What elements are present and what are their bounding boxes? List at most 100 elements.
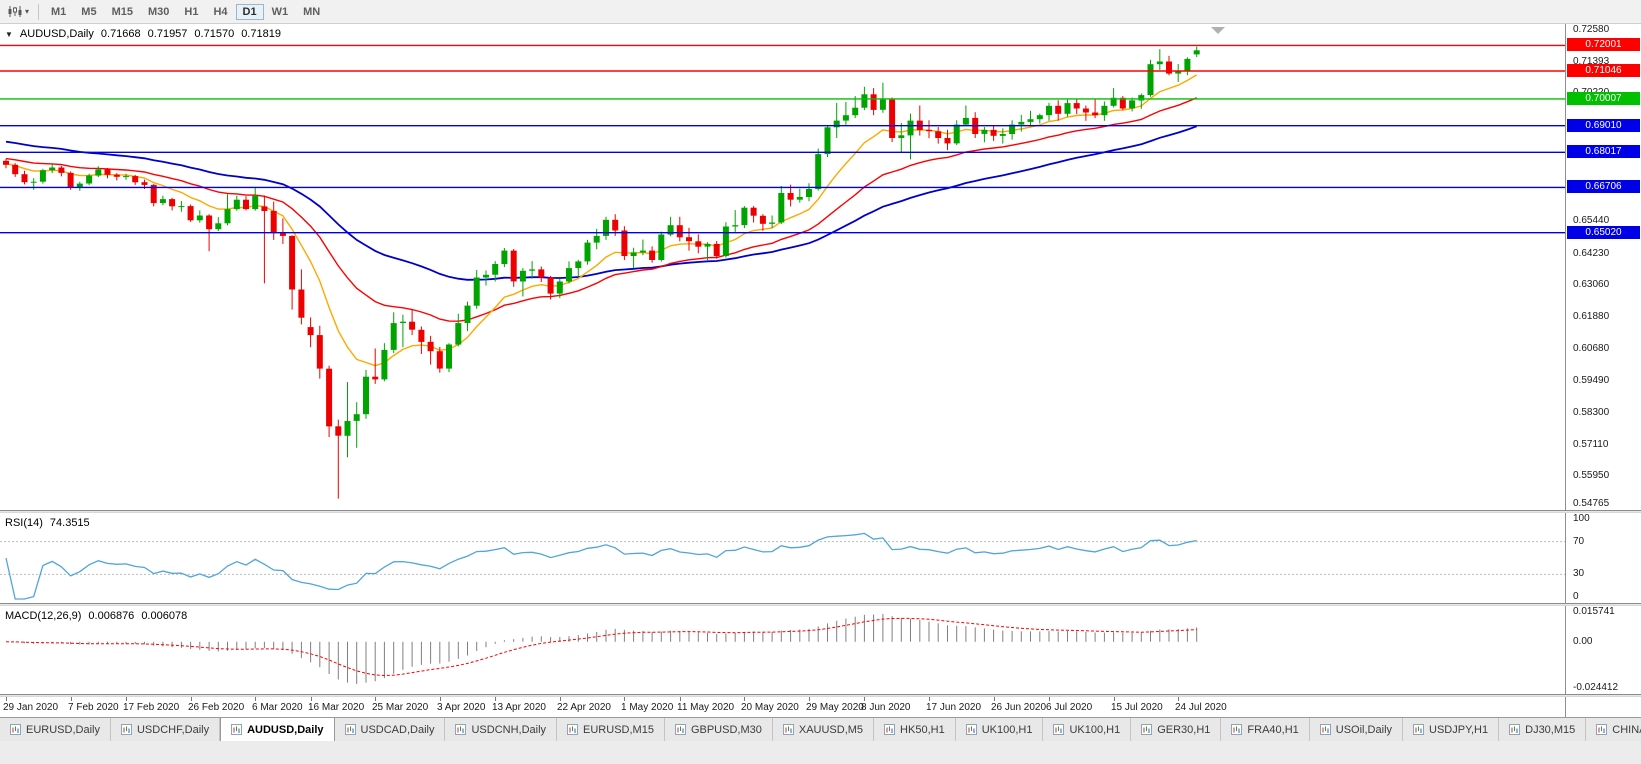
date-tick: [6, 697, 7, 701]
date-tick: [994, 697, 995, 701]
ohlc-open: 0.71668: [100, 28, 141, 40]
macd-panel: MACD(12,26,9) 0.006876 0.006078 0.015741…: [0, 606, 1641, 694]
symbol-tab-label: XAUUSD,M5: [798, 723, 864, 736]
time-axis[interactable]: 29 Jan 2020 7 Feb 2020 17 Feb 2020 26 Feb 2…: [0, 697, 1641, 717]
timeframe-button-h1[interactable]: H1: [177, 4, 205, 20]
symbol-tab-usdchf-daily[interactable]: USDCHF,Daily: [110, 718, 221, 741]
timeframe-button-w1[interactable]: W1: [265, 4, 296, 20]
price-axis-label: 0.61880: [1573, 311, 1610, 322]
date-label: 17 Feb 2020: [123, 702, 180, 713]
date-tick: [255, 697, 256, 701]
date-label: 7 Feb 2020: [68, 702, 119, 713]
macd-axis[interactable]: 0.015741 0.00 -0.024412: [1565, 606, 1641, 694]
macd-axis-label: 0.00: [1573, 636, 1593, 647]
chart-tab-icon: [1231, 724, 1243, 735]
main-chart-svg[interactable]: [0, 24, 1565, 510]
symbol-tab-hk50-h1[interactable]: HK50,H1: [874, 718, 956, 741]
price-axis-label: 0.58300: [1573, 407, 1610, 418]
symbol-tab-label: UK100,H1: [981, 723, 1033, 736]
date-tick: [71, 697, 72, 701]
date-tick: [624, 697, 625, 701]
chart-tab-icon: [344, 724, 356, 735]
symbol-tab-label: CHINA300,H4: [1612, 723, 1641, 736]
symbol-tab-uk100-h1[interactable]: UK100,H1: [955, 718, 1044, 741]
symbol-tab-uk100-h1[interactable]: UK100,H1: [1043, 718, 1132, 741]
macd-chart-svg[interactable]: [0, 606, 1565, 694]
rsi-axis-label: 100: [1573, 513, 1590, 524]
date-label: 11 May 2020: [677, 702, 735, 713]
date-tick: [375, 697, 376, 701]
date-tick: [1178, 697, 1179, 701]
price-line-badge: 0.71046: [1567, 64, 1640, 77]
panel-divider[interactable]: [0, 603, 1641, 606]
macd-header: MACD(12,26,9) 0.006876 0.006078: [5, 610, 187, 622]
symbol-tab-label: USDCNH,Daily: [471, 723, 547, 736]
chart-tab-icon: [884, 724, 896, 735]
chart-tab-icon: [965, 724, 977, 735]
symbol-tab-audusd-daily[interactable]: AUDUSD,Daily: [220, 718, 335, 741]
symbol-tab-eurusd-m15[interactable]: EURUSD,M15: [557, 718, 665, 741]
chart-tab-icon: [1596, 724, 1608, 735]
rsi-chart-svg[interactable]: [0, 513, 1565, 603]
rsi-value: 74.3515: [49, 517, 90, 529]
date-label: 17 Jun 2020: [926, 702, 982, 713]
chevron-down-icon[interactable]: ▾: [25, 7, 30, 16]
symbol-tab-usdcad-daily[interactable]: USDCAD,Daily: [334, 718, 446, 741]
timeframe-button-m1[interactable]: M1: [44, 4, 73, 20]
symbol-tab-ger30-h1[interactable]: GER30,H1: [1131, 718, 1222, 741]
price-axis-label: 0.60680: [1573, 343, 1610, 354]
symbol-tab-usoil-daily[interactable]: USOil,Daily: [1309, 718, 1404, 741]
collapse-indicators-icon[interactable]: ▼: [5, 29, 13, 39]
price-axis-label: 0.55950: [1573, 470, 1610, 481]
date-label: 15 Jul 2020: [1111, 702, 1163, 713]
symbol-tab-label: DJ30,M15: [1525, 723, 1576, 736]
chart-header: ▼ AUDUSD,Daily 0.71668 0.71957 0.71570 0…: [5, 28, 281, 40]
date-tick: [929, 697, 930, 701]
symbol-tab-fra40-h1[interactable]: FRA40,H1: [1221, 718, 1310, 741]
symbol-tab-xauusd-m5[interactable]: XAUUSD,M5: [772, 718, 875, 741]
window-filler: [0, 741, 1641, 764]
symbol-tab-gbpusd-m30[interactable]: GBPUSD,M30: [664, 718, 773, 741]
price-axis-label: 0.71393: [1573, 56, 1610, 67]
symbol-tab-label: USDJPY,H1: [1429, 723, 1489, 736]
macd-main-value: 0.006876: [88, 610, 135, 622]
timeframe-button-d1[interactable]: D1: [235, 3, 264, 20]
price-axis-label: 0.54765: [1573, 498, 1610, 509]
symbol-tab-usdcnh-daily[interactable]: USDCNH,Daily: [445, 718, 558, 741]
toolbar-separator: [38, 3, 40, 20]
timeframe-toolbar: ▾ M1 M5 M15 M30 H1 H4 D1 W1 MN: [0, 0, 1641, 24]
date-tick: [809, 697, 810, 701]
macd-axis-label: -0.024412: [1573, 682, 1619, 693]
price-axis-label: 0.57110: [1573, 439, 1609, 450]
date-label: 25 Mar 2020: [372, 702, 429, 713]
timeframe-button-m30[interactable]: M30: [141, 4, 176, 20]
timeframe-button-m5[interactable]: M5: [74, 4, 103, 20]
price-line-badge: 0.70007: [1567, 92, 1640, 105]
panel-divider[interactable]: [0, 510, 1641, 513]
timeframe-button-h4[interactable]: H4: [206, 4, 234, 20]
date-label: 1 May 2020: [621, 702, 674, 713]
symbol-tab-label: GER30,H1: [1157, 723, 1211, 736]
macd-label: MACD(12,26,9): [5, 610, 82, 622]
chart-tab-icon: [1053, 724, 1065, 735]
panel-divider[interactable]: [0, 694, 1641, 697]
main-price-axis[interactable]: 0.725800.713930.702200.654400.642300.630…: [1565, 24, 1641, 510]
price-axis-label: 0.59490: [1573, 375, 1610, 386]
date-tick: [680, 697, 681, 701]
symbol-tab-dj30-m15[interactable]: DJ30,M15: [1499, 718, 1587, 741]
chart-tab-icon: [1413, 724, 1425, 735]
timeframe-button-mn[interactable]: MN: [296, 4, 327, 20]
symbol-tab-eurusd-daily[interactable]: EURUSD,Daily: [0, 718, 111, 741]
timeframe-button-m15[interactable]: M15: [105, 4, 140, 20]
symbol-tab-usdjpy-h1[interactable]: USDJPY,H1: [1403, 718, 1500, 741]
timeframe-buttons: M1 M5 M15 M30 H1 H4 D1 W1 MN: [44, 3, 327, 20]
price-axis-label: 0.63060: [1573, 279, 1610, 290]
candlestick-chart-icon[interactable]: [7, 5, 23, 18]
price-axis-label: 0.72580: [1573, 24, 1610, 35]
date-tick: [440, 697, 441, 701]
symbol-tab-china300-h4[interactable]: CHINA300,H4: [1586, 718, 1641, 741]
symbol-tab-label: HK50,H1: [900, 723, 945, 736]
main-chart-panel: ▼ AUDUSD,Daily 0.71668 0.71957 0.71570 0…: [0, 24, 1641, 510]
price-line-badge: 0.69010: [1567, 119, 1640, 132]
rsi-axis[interactable]: 100 70 30 0: [1565, 513, 1641, 603]
